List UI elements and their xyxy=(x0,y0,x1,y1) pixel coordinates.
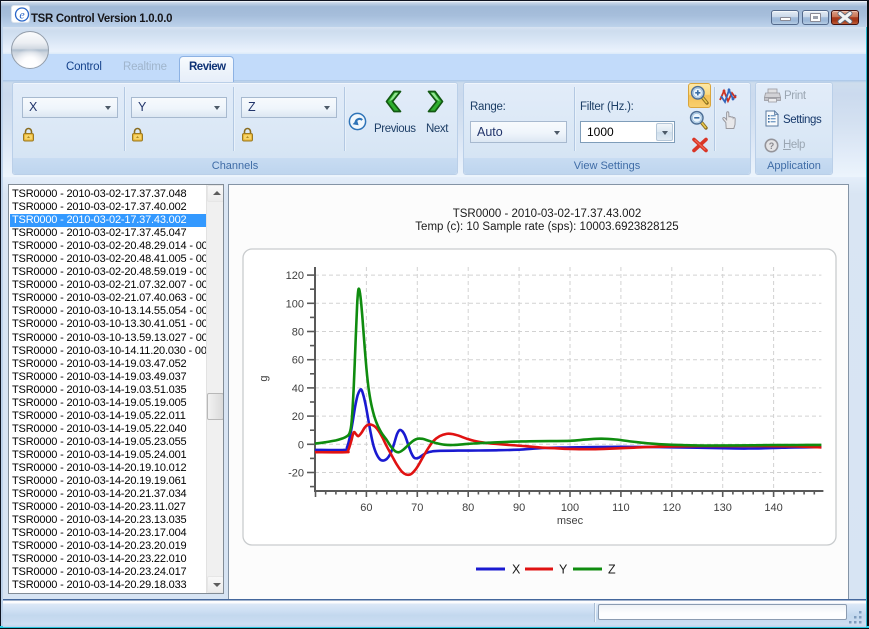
svg-text:g: g xyxy=(258,375,270,381)
svg-text:130: 130 xyxy=(714,502,732,514)
svg-text:Temp (c): 10 Sample rate (sps): Temp (c): 10 Sample rate (sps): 10003.69… xyxy=(415,221,678,233)
svg-text:-20: -20 xyxy=(288,468,304,480)
svg-text:80: 80 xyxy=(292,327,304,339)
svg-text:120: 120 xyxy=(663,502,681,514)
svg-text:120: 120 xyxy=(286,270,304,282)
svg-text:70: 70 xyxy=(411,502,423,514)
svg-text:0: 0 xyxy=(298,439,304,451)
svg-text:100: 100 xyxy=(286,298,304,310)
svg-text:msec: msec xyxy=(557,515,584,527)
svg-text:e: e xyxy=(19,8,25,22)
svg-text:Z: Z xyxy=(608,563,616,577)
svg-text:X: X xyxy=(512,563,521,577)
svg-text:60: 60 xyxy=(292,355,304,367)
svg-text:TSR0000 - 2010-03-02-17.37.43.: TSR0000 - 2010-03-02-17.37.43.002 xyxy=(453,208,642,220)
svg-text:100: 100 xyxy=(561,502,579,514)
svg-text:90: 90 xyxy=(513,502,525,514)
svg-text:20: 20 xyxy=(292,411,304,423)
svg-text:?: ? xyxy=(769,141,775,151)
svg-text:60: 60 xyxy=(360,502,372,514)
svg-text:110: 110 xyxy=(612,502,630,514)
svg-text:140: 140 xyxy=(764,502,782,514)
svg-text:40: 40 xyxy=(292,383,304,395)
svg-text:Y: Y xyxy=(559,563,568,577)
svg-text:80: 80 xyxy=(462,502,474,514)
